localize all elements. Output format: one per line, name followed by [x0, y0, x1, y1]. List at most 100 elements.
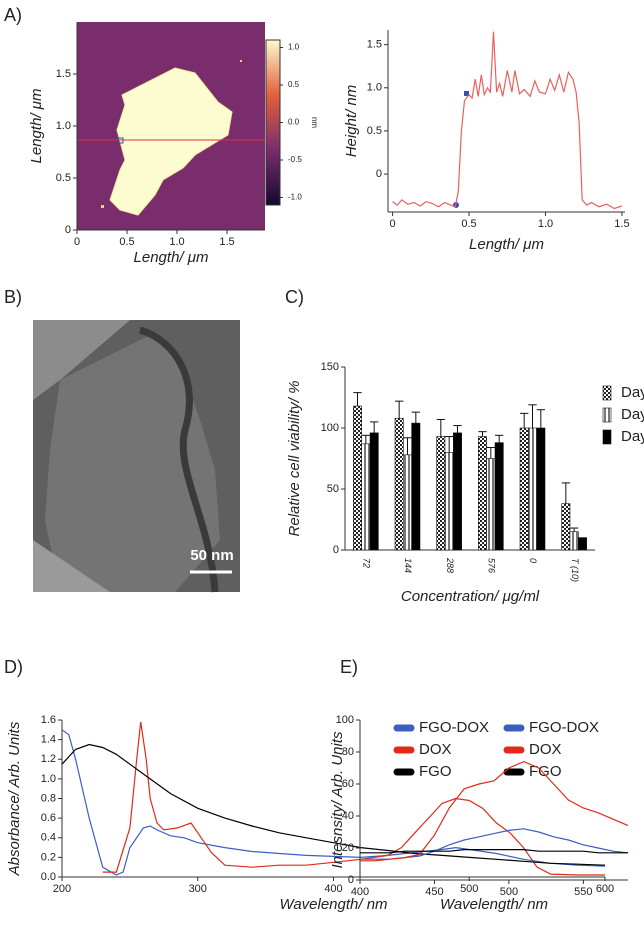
x-tick-label: 200 — [53, 883, 71, 895]
y-axis-title: Height/ nm — [343, 85, 360, 158]
error-bar — [495, 434, 504, 443]
x-tick-label: 1.5 — [614, 218, 629, 230]
y-tick-label: 20 — [342, 842, 354, 854]
y-tick-label: 0.5 — [56, 172, 71, 184]
y-axis-title: Relative cell viability/ % — [286, 381, 303, 537]
bar — [403, 454, 412, 551]
colorbar-tick-label: 0.0 — [288, 118, 300, 127]
bar — [478, 436, 487, 551]
legend-label: DOX — [419, 741, 452, 758]
x-tick-label: 400 — [324, 883, 342, 895]
bar — [353, 405, 362, 551]
error-bar — [520, 412, 529, 428]
error-bar — [395, 400, 404, 419]
x-tick-label: 450 — [425, 886, 443, 898]
bar — [369, 432, 379, 551]
bar — [528, 427, 537, 551]
legend-swatch — [602, 385, 612, 401]
afm-speck — [240, 60, 242, 62]
y-tick-label: 0.8 — [41, 792, 56, 804]
y-tick-label: 0 — [348, 874, 354, 886]
data-line — [392, 31, 623, 210]
legend-swatch — [602, 407, 612, 423]
x-tick-label: 550 — [574, 886, 592, 898]
y-axis-title: Intesnsity/ Arb. Units — [329, 731, 346, 868]
error-bar — [436, 418, 445, 437]
error-bar — [561, 482, 570, 504]
x-tick-label: 1.0 — [169, 236, 184, 248]
profile-marker — [117, 137, 124, 144]
legend-label: Day 3 — [621, 428, 644, 445]
x-tick-label: 500 — [460, 883, 478, 895]
x-tick-label: 0 — [528, 558, 538, 563]
bar — [411, 422, 421, 551]
x-axis-title: Concentration/ μg/ml — [401, 588, 540, 605]
x-tick-label: 1.5 — [219, 236, 234, 248]
y-tick-label: 1.4 — [41, 734, 56, 746]
y-tick-label: 60 — [342, 778, 354, 790]
tem-region — [33, 540, 110, 592]
error-bar — [528, 404, 537, 428]
colorbar-label: nm — [310, 117, 319, 128]
panel-label: C) — [285, 287, 304, 307]
bar — [569, 531, 579, 551]
x-tick-label: 0.5 — [119, 236, 134, 248]
colorbar-tick-label: -1.0 — [288, 193, 302, 202]
tem-image — [33, 320, 240, 593]
error-bar — [353, 392, 362, 407]
panel-label: A) — [4, 5, 22, 25]
panel-label: B) — [4, 287, 22, 307]
y-tick-label: 80 — [342, 746, 354, 758]
bar — [486, 458, 496, 551]
legend-swatch — [602, 429, 612, 445]
y-tick-label: 0 — [376, 168, 382, 180]
error-bar — [453, 425, 462, 433]
y-axis-title: Length/ μm — [28, 89, 45, 164]
y-tick-label: 0.6 — [41, 812, 56, 824]
legend-label: Day 2 — [621, 406, 644, 423]
y-tick-label: 0 — [333, 544, 339, 556]
x-axis-title: Length/ μm — [134, 249, 209, 266]
x-tick-label: 1.0 — [538, 218, 553, 230]
bar — [536, 427, 546, 551]
legend-label: DOX — [529, 741, 562, 758]
x-tick-label: 144 — [403, 558, 413, 573]
afm-image — [77, 22, 265, 230]
data-line — [102, 721, 605, 876]
y-tick-label: 0.4 — [41, 832, 56, 844]
colorbar-tick-label: 0.5 — [288, 80, 300, 89]
error-bar — [411, 411, 420, 424]
error-bar — [403, 437, 412, 455]
tem-fold — [138, 326, 219, 593]
panel-label: E) — [340, 657, 358, 677]
y-tick-label: 150 — [321, 361, 339, 373]
bar — [561, 503, 571, 551]
bar — [361, 443, 371, 551]
y-tick-label: 100 — [321, 422, 339, 434]
x-tick-label: 576 — [486, 558, 496, 573]
afm-flake — [109, 67, 233, 216]
profile-marker — [464, 91, 469, 96]
data-line — [360, 760, 629, 862]
x-tick-label: 0 — [390, 218, 396, 230]
y-tick-label: 1.0 — [56, 120, 71, 132]
afm-speck — [101, 205, 104, 208]
x-axis-title: Wavelength/ nm — [279, 896, 387, 913]
y-tick-label: 0.2 — [41, 851, 56, 863]
legend-label: FGO-DOX — [529, 719, 599, 736]
error-bar — [570, 527, 579, 532]
y-tick-label: 0.5 — [367, 125, 382, 137]
x-tick-label: 400 — [351, 886, 369, 898]
bar — [519, 427, 529, 551]
panel-label: D) — [4, 657, 23, 677]
error-bar — [370, 421, 379, 433]
bar — [394, 417, 404, 551]
x-axis-title: Length/ μm — [469, 236, 544, 253]
error-bar — [536, 409, 545, 428]
colorbar-tick-label: -0.5 — [288, 155, 302, 164]
legend-label: Day 1 — [621, 384, 644, 401]
y-tick-label: 0.0 — [41, 871, 56, 883]
tem-region — [33, 320, 130, 400]
bar — [436, 436, 446, 551]
